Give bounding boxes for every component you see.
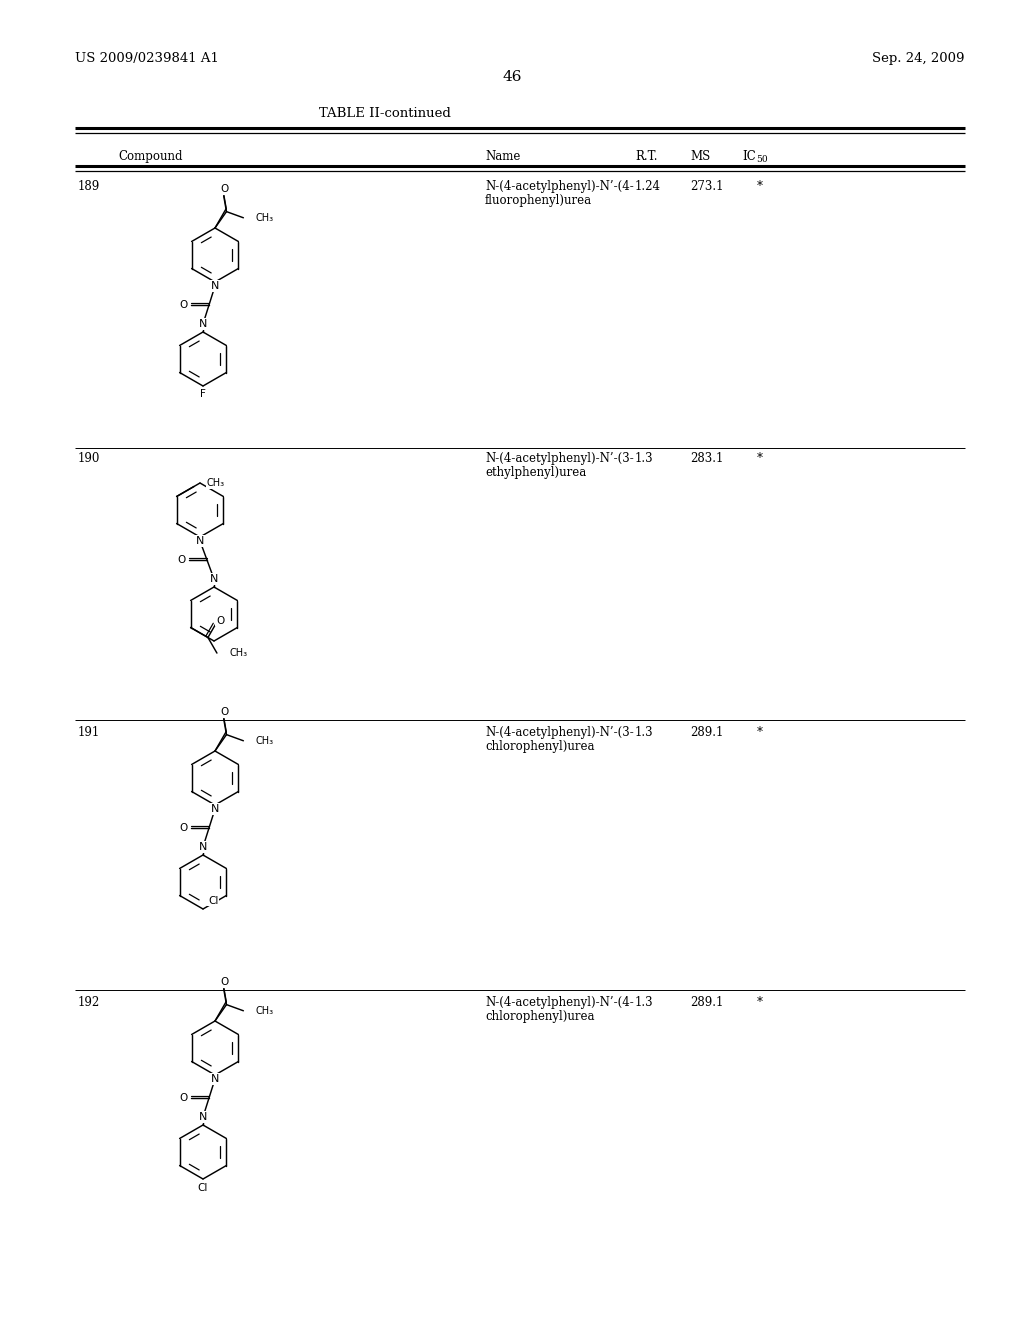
Text: fluorophenyl)urea: fluorophenyl)urea — [485, 194, 592, 207]
Text: N: N — [211, 804, 219, 814]
Text: TABLE II-continued: TABLE II-continued — [319, 107, 451, 120]
Text: Sep. 24, 2009: Sep. 24, 2009 — [872, 51, 965, 65]
Text: N: N — [211, 281, 219, 290]
Text: US 2009/0239841 A1: US 2009/0239841 A1 — [75, 51, 219, 65]
Text: *: * — [757, 451, 763, 465]
Text: 289.1: 289.1 — [690, 997, 723, 1008]
Text: 1.3: 1.3 — [635, 997, 653, 1008]
Text: CH₃: CH₃ — [255, 1006, 273, 1016]
Text: N: N — [199, 1111, 207, 1122]
Text: N: N — [211, 1074, 219, 1084]
Text: N-(4-acetylphenyl)-N’-(4-: N-(4-acetylphenyl)-N’-(4- — [485, 180, 634, 193]
Text: N-(4-acetylphenyl)-N’-(3-: N-(4-acetylphenyl)-N’-(3- — [485, 726, 634, 739]
Text: Cl: Cl — [198, 1183, 208, 1193]
Text: CH₃: CH₃ — [255, 735, 273, 746]
Text: O: O — [178, 554, 186, 565]
Text: CH₃: CH₃ — [255, 213, 273, 223]
Text: 189: 189 — [78, 180, 100, 193]
Text: N-(4-acetylphenyl)-N’-(4-: N-(4-acetylphenyl)-N’-(4- — [485, 997, 634, 1008]
Text: 50: 50 — [756, 154, 768, 164]
Text: 283.1: 283.1 — [690, 451, 723, 465]
Text: CH₃: CH₃ — [207, 479, 225, 488]
Text: ethylphenyl)urea: ethylphenyl)urea — [485, 466, 587, 479]
Text: chlorophenyl)urea: chlorophenyl)urea — [485, 741, 595, 752]
Text: IC: IC — [742, 150, 756, 162]
Text: O: O — [180, 822, 188, 833]
Text: F: F — [200, 389, 206, 399]
Text: Name: Name — [485, 150, 520, 162]
Text: 1.3: 1.3 — [635, 726, 653, 739]
Text: 46: 46 — [502, 70, 522, 84]
Text: Cl: Cl — [208, 895, 218, 906]
Text: *: * — [757, 997, 763, 1008]
Text: Compound: Compound — [118, 150, 182, 162]
Text: O: O — [216, 615, 224, 626]
Text: chlorophenyl)urea: chlorophenyl)urea — [485, 1010, 595, 1023]
Text: 289.1: 289.1 — [690, 726, 723, 739]
Text: 273.1: 273.1 — [690, 180, 724, 193]
Text: N: N — [210, 574, 218, 583]
Text: 1.24: 1.24 — [635, 180, 662, 193]
Text: 1.3: 1.3 — [635, 451, 653, 465]
Text: O: O — [220, 183, 228, 194]
Text: *: * — [757, 726, 763, 739]
Text: 190: 190 — [78, 451, 100, 465]
Text: N-(4-acetylphenyl)-N’-(3-: N-(4-acetylphenyl)-N’-(3- — [485, 451, 634, 465]
Text: *: * — [757, 180, 763, 193]
Text: O: O — [220, 708, 228, 717]
Text: O: O — [180, 1093, 188, 1104]
Text: 192: 192 — [78, 997, 100, 1008]
Text: N: N — [196, 536, 204, 546]
Text: R.T.: R.T. — [635, 150, 657, 162]
Text: N: N — [199, 319, 207, 329]
Text: CH₃: CH₃ — [230, 648, 248, 659]
Text: O: O — [180, 300, 188, 310]
Text: MS: MS — [690, 150, 711, 162]
Text: N: N — [199, 842, 207, 851]
Text: O: O — [220, 977, 228, 987]
Text: 191: 191 — [78, 726, 100, 739]
